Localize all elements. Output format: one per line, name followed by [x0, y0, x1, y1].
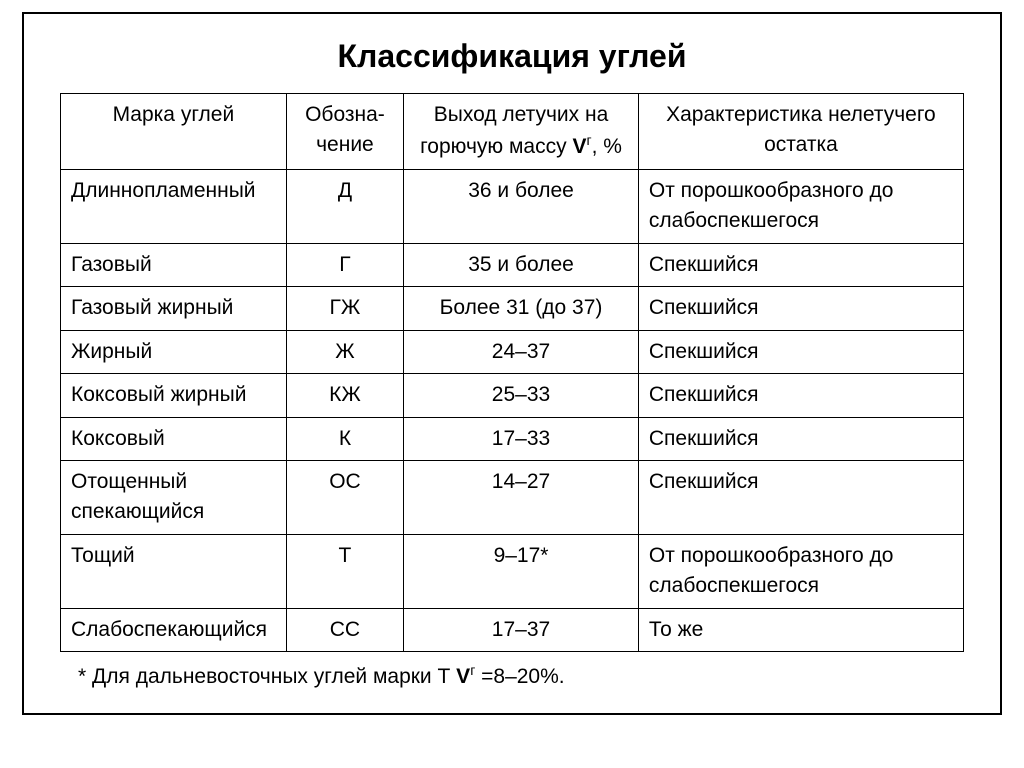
footnote: * Для дальневосточных углей марки Т Vг =… — [60, 662, 964, 689]
cell-volatiles: 35 и более — [404, 243, 639, 286]
cell-symbol: ГЖ — [286, 287, 403, 330]
cell-volatiles: 24–37 — [404, 330, 639, 373]
coal-classification-table: Марка углей Обозна- чение Выход летучих … — [60, 93, 964, 652]
table-row: Отощенный спекающийсяОС14–27Спекшийся — [61, 460, 964, 534]
cell-name: Слабоспекающийся — [61, 608, 287, 651]
cell-character: От порошкообразного до слабоспекшегося — [638, 169, 963, 243]
table-row: СлабоспекающийсяСС17–37То же — [61, 608, 964, 651]
table-header-row: Марка углей Обозна- чение Выход летучих … — [61, 94, 964, 170]
cell-character: То же — [638, 608, 963, 651]
cell-character: Спекшийся — [638, 330, 963, 373]
cell-volatiles: Более 31 (до 37) — [404, 287, 639, 330]
cell-name: Длиннопламенный — [61, 169, 287, 243]
cell-symbol: К — [286, 417, 403, 460]
cell-symbol: Д — [286, 169, 403, 243]
cell-character: От порошкообразного до слабоспекшегося — [638, 534, 963, 608]
table-row: ТощийТ9–17*От порошкообразного до слабос… — [61, 534, 964, 608]
cell-volatiles: 14–27 — [404, 460, 639, 534]
table-body: ДлиннопламенныйД36 и болееОт порошкообра… — [61, 169, 964, 651]
cell-symbol: КЖ — [286, 374, 403, 417]
cell-character: Спекшийся — [638, 374, 963, 417]
cell-volatiles: 17–37 — [404, 608, 639, 651]
cell-name: Газовый жирный — [61, 287, 287, 330]
cell-character: Спекшийся — [638, 460, 963, 534]
cell-name: Тощий — [61, 534, 287, 608]
cell-name: Отощенный спекающийся — [61, 460, 287, 534]
cell-name: Коксовый жирный — [61, 374, 287, 417]
table-row: ДлиннопламенныйД36 и болееОт порошкообра… — [61, 169, 964, 243]
cell-volatiles: 9–17* — [404, 534, 639, 608]
cell-name: Коксовый — [61, 417, 287, 460]
table-row: Коксовый жирныйКЖ25–33Спекшийся — [61, 374, 964, 417]
cell-character: Спекшийся — [638, 417, 963, 460]
cell-symbol: Т — [286, 534, 403, 608]
table-row: ГазовыйГ35 и болееСпекшийся — [61, 243, 964, 286]
col-header-volatiles: Выход летучих на горючую массу Vг, % — [404, 94, 639, 170]
document-frame: Классификация углей Марка углей Обозна- … — [22, 12, 1002, 715]
page-title: Классификация углей — [60, 38, 964, 75]
cell-volatiles: 36 и более — [404, 169, 639, 243]
cell-symbol: ОС — [286, 460, 403, 534]
table-row: ЖирныйЖ24–37Спекшийся — [61, 330, 964, 373]
col-header-name: Марка углей — [61, 94, 287, 170]
cell-symbol: СС — [286, 608, 403, 651]
cell-character: Спекшийся — [638, 287, 963, 330]
cell-name: Жирный — [61, 330, 287, 373]
table-row: КоксовыйК17–33Спекшийся — [61, 417, 964, 460]
col-header-character: Характеристика нелетучего остатка — [638, 94, 963, 170]
cell-volatiles: 25–33 — [404, 374, 639, 417]
table-header: Марка углей Обозна- чение Выход летучих … — [61, 94, 964, 170]
cell-symbol: Ж — [286, 330, 403, 373]
cell-character: Спекшийся — [638, 243, 963, 286]
cell-symbol: Г — [286, 243, 403, 286]
cell-name: Газовый — [61, 243, 287, 286]
table-row: Газовый жирныйГЖБолее 31 (до 37)Спекшийс… — [61, 287, 964, 330]
col-header-symbol: Обозна- чение — [286, 94, 403, 170]
cell-volatiles: 17–33 — [404, 417, 639, 460]
